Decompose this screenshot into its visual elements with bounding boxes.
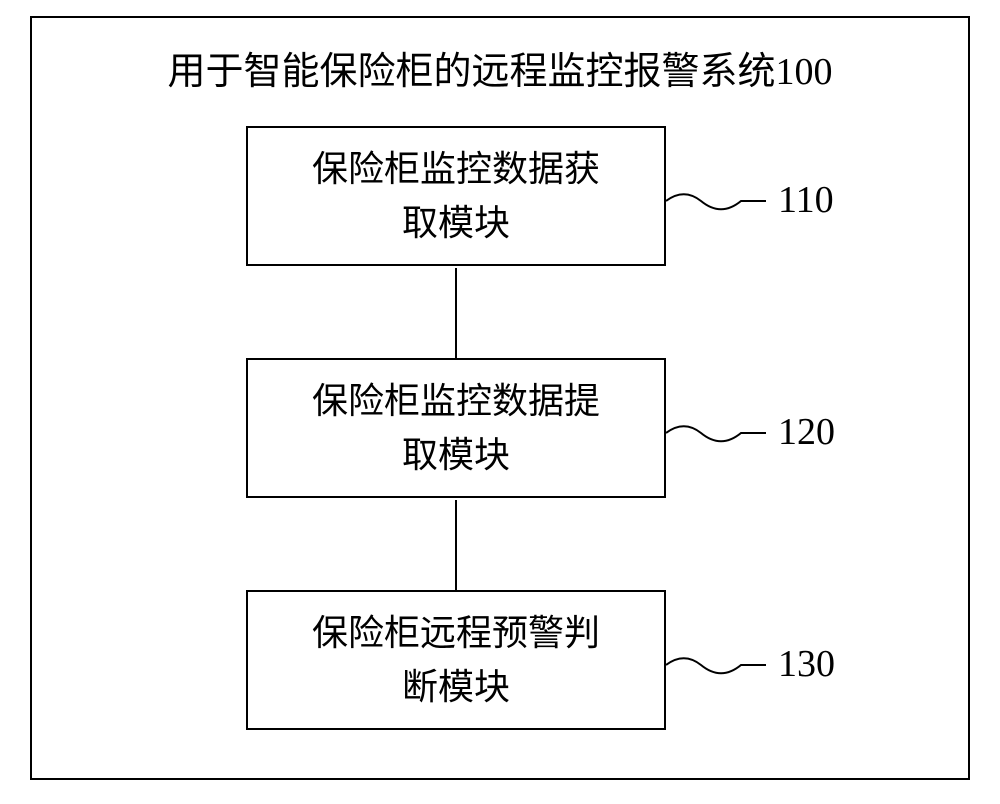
module-box-label: 保险柜监控数据提 取模块 — [312, 374, 600, 482]
module-box-label: 保险柜远程预警判 断模块 — [312, 606, 600, 714]
diagram-title: 用于智能保险柜的远程监控报警系统100 — [30, 40, 970, 95]
connector-120-130 — [455, 500, 457, 590]
squiggle-110 — [666, 186, 766, 216]
connector-110-120 — [455, 268, 457, 358]
diagram-root: 用于智能保险柜的远程监控报警系统100 保险柜监控数据获 取模块 保险柜监控数据… — [0, 0, 1000, 804]
module-box-120: 保险柜监控数据提 取模块 — [246, 358, 666, 498]
module-box-130: 保险柜远程预警判 断模块 — [246, 590, 666, 730]
ref-label-110: 110 — [778, 178, 834, 222]
ref-label-120: 120 — [778, 410, 835, 454]
module-box-label: 保险柜监控数据获 取模块 — [312, 142, 600, 250]
module-box-110: 保险柜监控数据获 取模块 — [246, 126, 666, 266]
squiggle-120 — [666, 418, 766, 448]
ref-label-130: 130 — [778, 642, 835, 686]
squiggle-130 — [666, 650, 766, 680]
